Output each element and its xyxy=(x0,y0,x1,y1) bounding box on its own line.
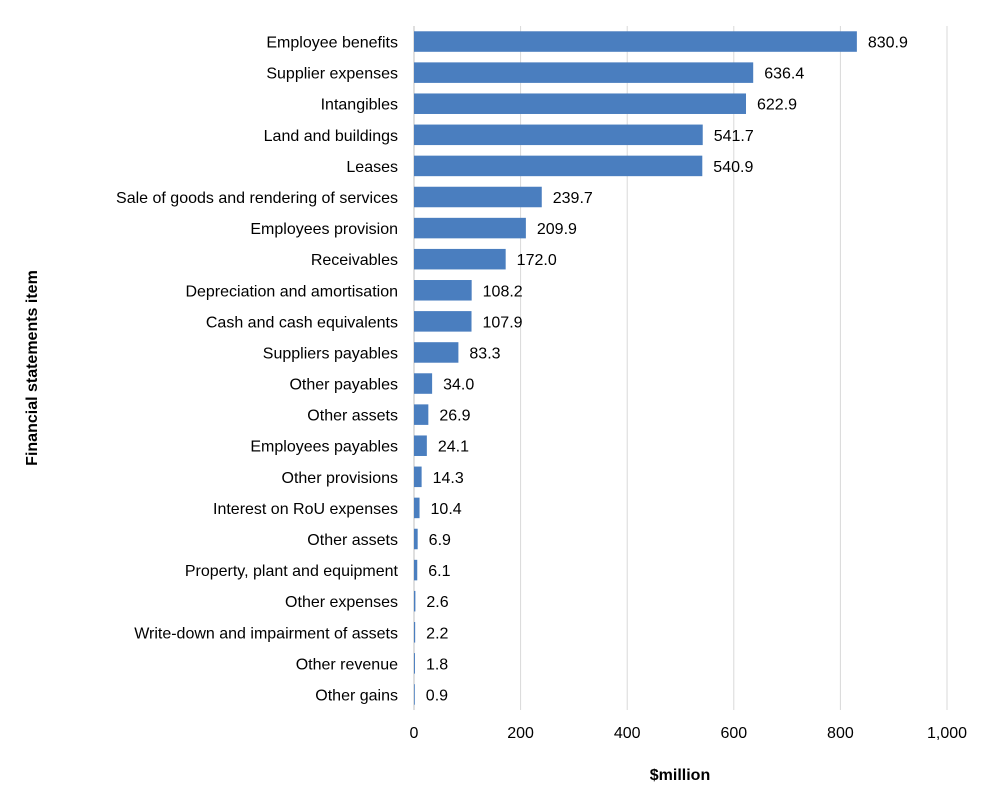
bar xyxy=(414,62,754,83)
data-label: 540.9 xyxy=(713,159,753,176)
bar xyxy=(414,280,472,301)
category-label: Intangibles xyxy=(321,97,398,114)
bar xyxy=(414,466,422,488)
category-label: Depreciation and amortisation xyxy=(185,283,398,300)
data-label: 83.3 xyxy=(469,345,500,362)
category-label: Other payables xyxy=(289,377,398,394)
data-label: 2.6 xyxy=(426,594,448,611)
data-label: 541.7 xyxy=(714,128,754,145)
category-label: Employees provision xyxy=(250,221,398,238)
data-label: 1.8 xyxy=(426,656,448,673)
bar xyxy=(414,497,420,519)
x-tick-label: 400 xyxy=(614,725,641,742)
bar xyxy=(414,217,526,239)
bars xyxy=(414,31,857,705)
data-label: 6.1 xyxy=(428,563,450,580)
category-label: Employees payables xyxy=(250,439,398,456)
bar xyxy=(414,404,429,425)
data-label: 6.9 xyxy=(429,532,451,549)
category-label: Other assets xyxy=(307,408,398,425)
category-label: Receivables xyxy=(311,252,398,269)
category-label: Cash and cash equivalents xyxy=(206,314,398,331)
data-label: 622.9 xyxy=(757,97,797,114)
category-labels: Employee benefits Supplier expenses Intang… xyxy=(116,35,399,705)
bar xyxy=(414,684,415,705)
data-label: 830.9 xyxy=(868,35,908,52)
bar xyxy=(414,248,506,270)
bar xyxy=(414,622,416,643)
data-label: 636.4 xyxy=(764,66,804,83)
category-label: Property, plant and equipment xyxy=(185,563,399,580)
data-label: 107.9 xyxy=(483,314,523,331)
category-label: Other gains xyxy=(315,687,398,704)
bar xyxy=(414,155,703,177)
data-label: 26.9 xyxy=(439,408,470,425)
category-label: Write-down and impairment of assets xyxy=(134,625,398,642)
category-label: Supplier expenses xyxy=(266,66,398,83)
category-label: Land and buildings xyxy=(264,128,398,145)
bar xyxy=(414,590,416,612)
category-label: Sale of goods and rendering of services xyxy=(116,190,398,207)
data-label: 34.0 xyxy=(443,377,474,394)
x-tick-label: 1,000 xyxy=(927,725,967,742)
data-label: 239.7 xyxy=(553,190,593,207)
x-tick-label: 800 xyxy=(827,725,854,742)
data-label: 24.1 xyxy=(438,439,469,456)
x-tick-label: 600 xyxy=(720,725,747,742)
bar xyxy=(414,435,427,456)
category-label: Other provisions xyxy=(282,470,399,487)
bar xyxy=(414,528,418,550)
category-label: Suppliers payables xyxy=(263,345,398,362)
category-label: Other expenses xyxy=(285,594,398,611)
y-axis-title: Financial statements item xyxy=(24,270,41,466)
bar xyxy=(414,124,703,146)
bar xyxy=(414,31,857,52)
bar xyxy=(414,559,418,581)
data-label: 172.0 xyxy=(517,252,557,269)
category-label: Other assets xyxy=(307,532,398,549)
category-label: Leases xyxy=(346,159,398,176)
data-label: 2.2 xyxy=(426,625,448,642)
x-tick-labels: 0 200 400 600 800 1,000 xyxy=(410,725,968,742)
bar xyxy=(414,93,747,114)
x-tick-label: 0 xyxy=(410,725,419,742)
bar xyxy=(414,186,542,208)
data-label: 209.9 xyxy=(537,221,577,238)
bar xyxy=(414,311,472,332)
x-tick-label: 200 xyxy=(507,725,534,742)
bar xyxy=(414,342,459,363)
bar xyxy=(414,653,415,674)
x-axis-title: $million xyxy=(650,767,710,784)
data-label: 108.2 xyxy=(483,283,523,300)
data-label: 14.3 xyxy=(433,470,464,487)
data-label: 0.9 xyxy=(426,687,448,704)
category-label: Employee benefits xyxy=(266,35,398,52)
category-label: Interest on RoU expenses xyxy=(213,501,398,518)
bar xyxy=(414,373,433,394)
category-label: Other revenue xyxy=(296,656,398,673)
data-label: 10.4 xyxy=(431,501,462,518)
